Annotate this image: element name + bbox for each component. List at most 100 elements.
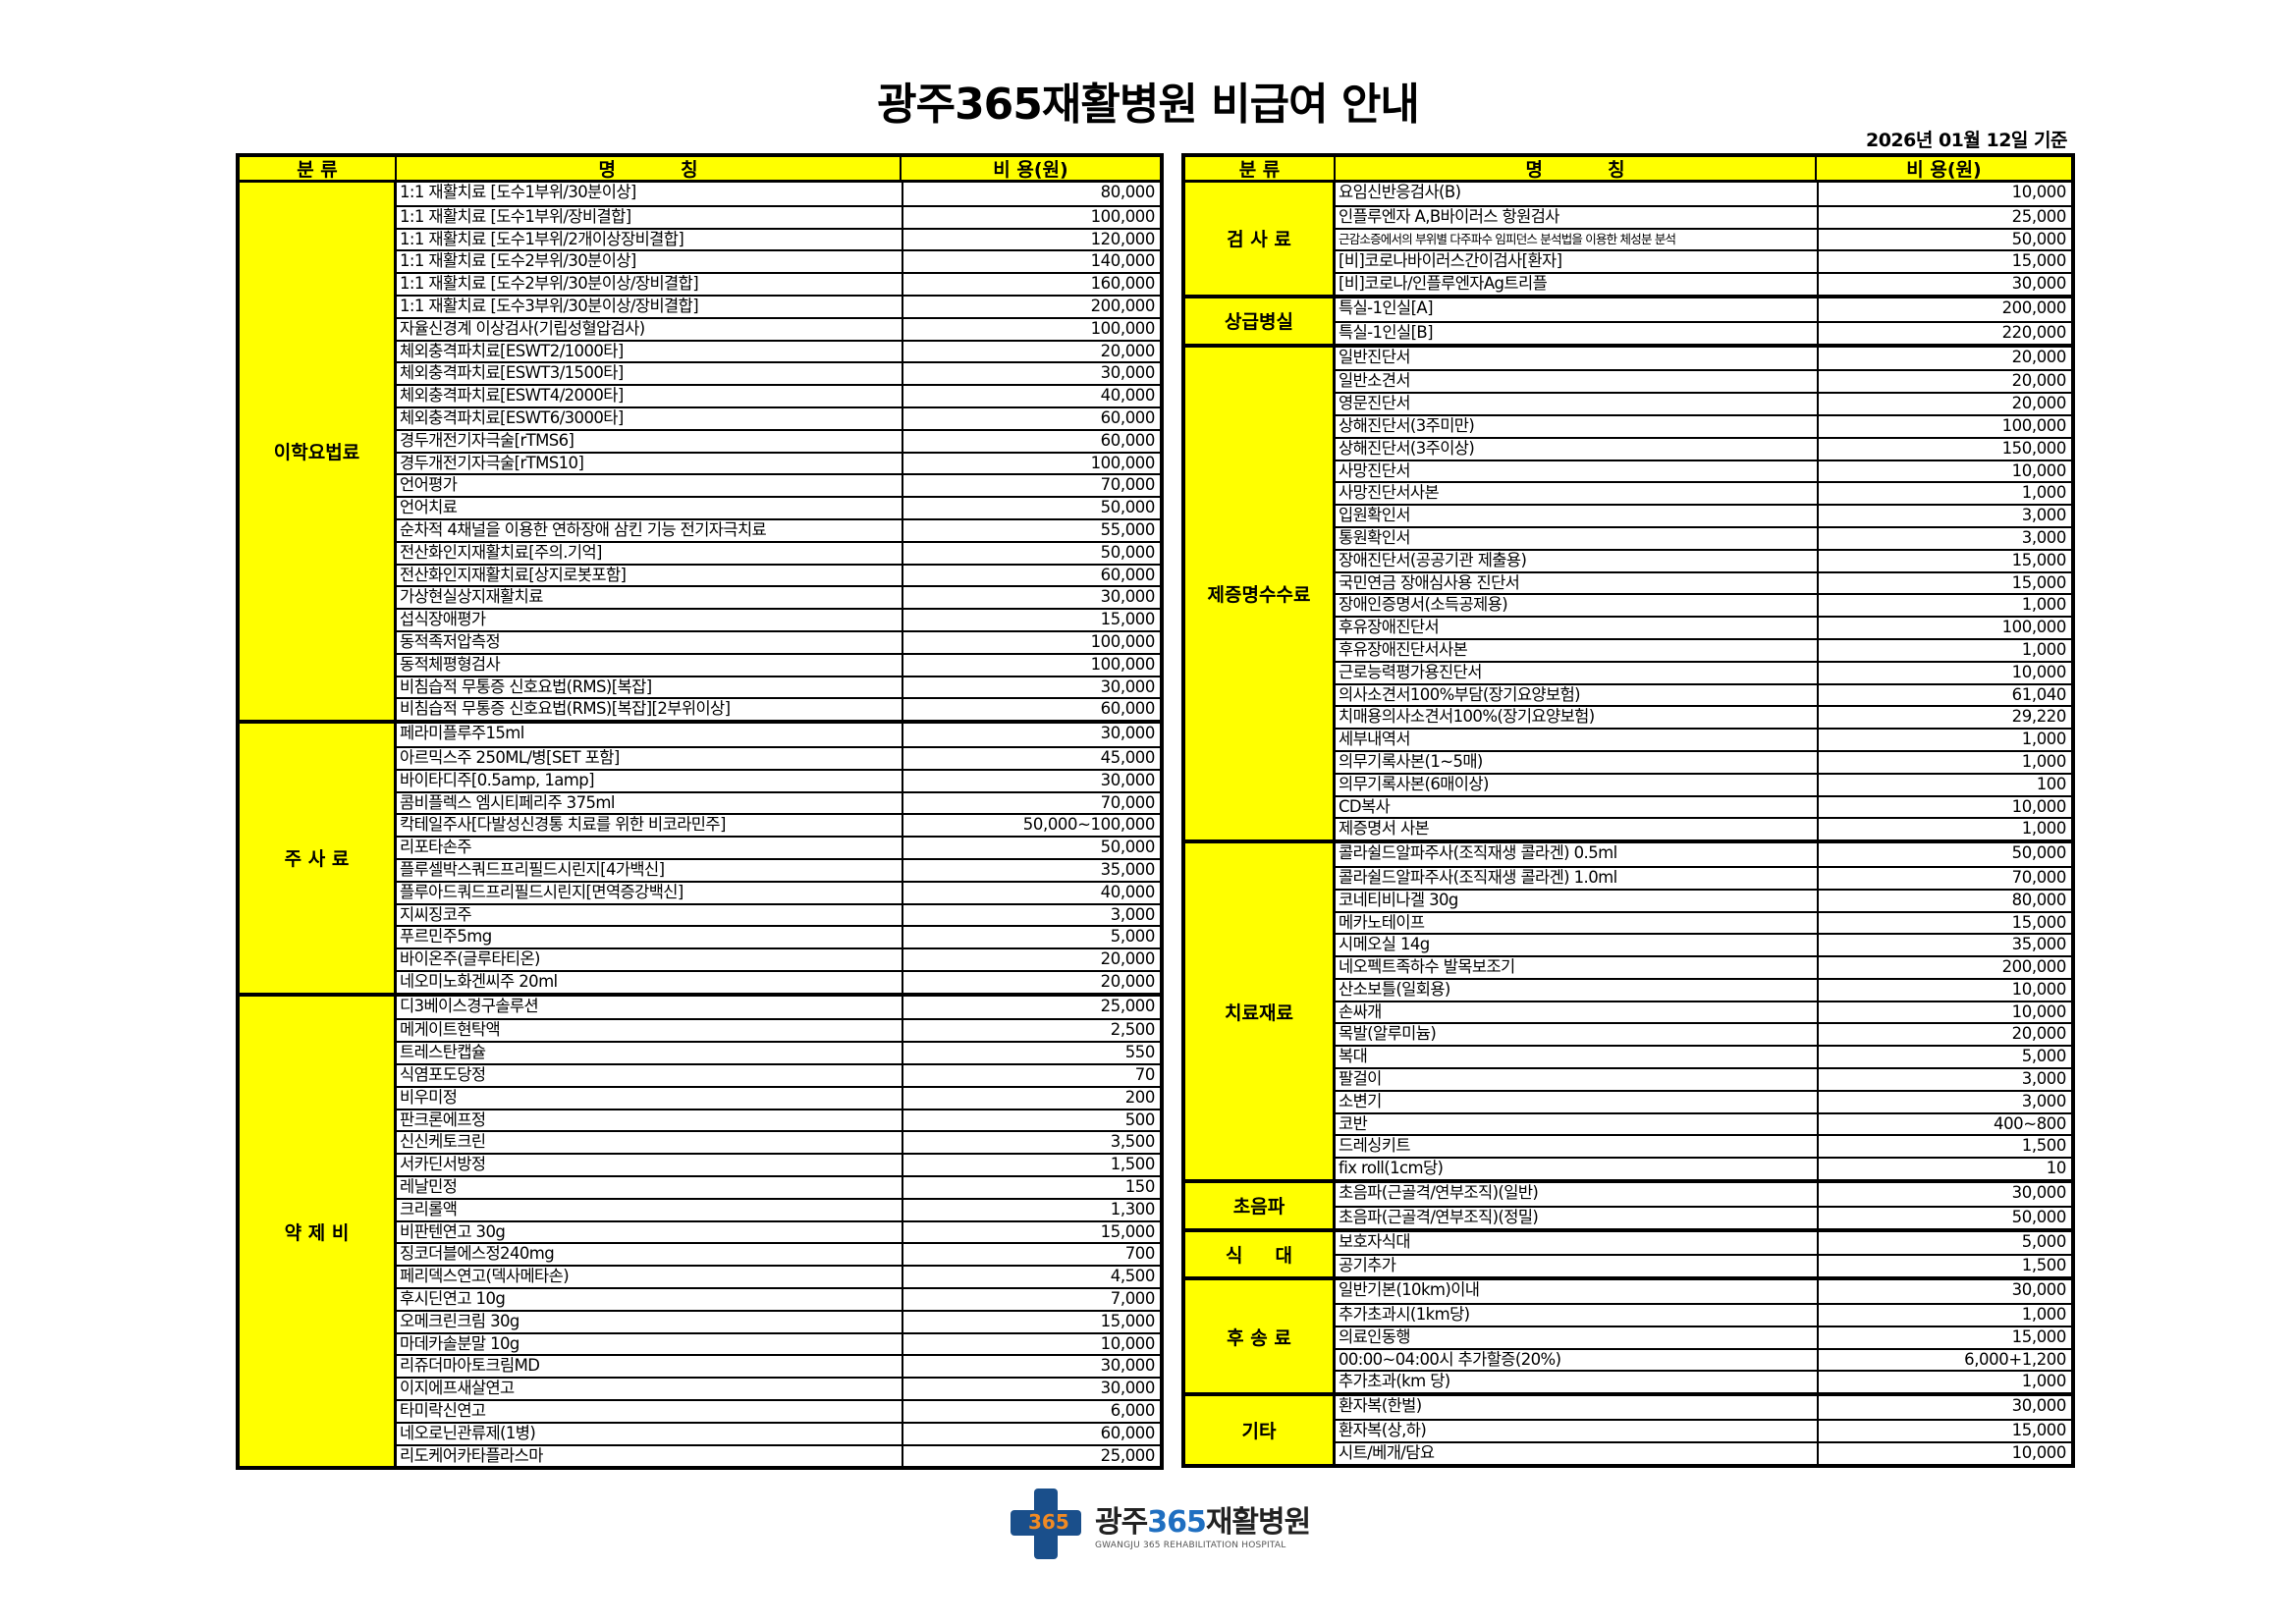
item-price: 30,000 bbox=[902, 363, 1160, 385]
item-name: 네오펙트족하수 발목보조기 bbox=[1339, 957, 1515, 977]
table-row: 크리롤액 1,300 bbox=[397, 1197, 1160, 1220]
item-price: 1,000 bbox=[1817, 483, 2071, 505]
item-price: 60,000 bbox=[902, 699, 1160, 721]
item-name: 1:1 재활치료 [도수1부위/장비결합] bbox=[400, 206, 631, 226]
table-row: 이지에프새살연고 30,000 bbox=[397, 1377, 1160, 1400]
table-row: 시트/베개/담요 10,000 bbox=[1336, 1440, 2071, 1464]
table-row: 요임신반응검사(B) 10,000 bbox=[1336, 183, 2071, 205]
table-row: 근로능력평가용진단서 10,000 bbox=[1336, 660, 2071, 683]
item-price: 200 bbox=[902, 1087, 1160, 1109]
item-name: 네오로닌관류제(1병) bbox=[400, 1423, 536, 1442]
item-price: 10,000 bbox=[1817, 183, 2071, 205]
item-name: 팔걸이 bbox=[1339, 1069, 1382, 1089]
item-price: 50,000 bbox=[1817, 843, 2071, 866]
table-row: 환자복(상,하) 15,000 bbox=[1336, 1419, 2071, 1441]
table-row: 플루셀박스쿼드프리필드시린지[4가백신] 35,000 bbox=[397, 857, 1160, 881]
item-name: 판크론에프정 bbox=[400, 1110, 486, 1129]
item-price: 6,000 bbox=[902, 1401, 1160, 1422]
table-row: 추가초과(km 당) 1,000 bbox=[1336, 1370, 2071, 1393]
category-label: 제증명수수료 bbox=[1185, 347, 1336, 840]
category-label: 초음파 bbox=[1185, 1183, 1336, 1228]
item-name: 일반진단서 bbox=[1339, 347, 1411, 366]
table-row: 섭식장애평가 15,000 bbox=[397, 608, 1160, 630]
item-price: 20,000 bbox=[1817, 371, 2071, 393]
item-name: 징코더블에스정240mg bbox=[400, 1244, 555, 1264]
category-group: 치료재료 콜라쉴드알파주사(조직재생 콜라겐) 0.5ml 50,000 콜라쉴드알파… bbox=[1185, 839, 2071, 1180]
header-category: 분 류 bbox=[240, 157, 397, 181]
category-label: 후 송 료 bbox=[1185, 1280, 1336, 1393]
item-name: 1:1 재활치료 [도수1부위/30분이상] bbox=[400, 183, 636, 201]
category-label: 치료재료 bbox=[1185, 843, 1336, 1180]
item-price: 1,300 bbox=[902, 1199, 1160, 1220]
item-price: 10,000 bbox=[1817, 460, 2071, 482]
category-group: 기타 환자복(한벌) 30,000 환자복(상,하) 15,000 시트/베개/담요 10,… bbox=[1185, 1392, 2071, 1464]
table-row: 1:1 재활치료 [도수1부위/2개이상장비결합] 120,000 bbox=[397, 227, 1160, 250]
table-row: 체외충격파치료[ESWT2/1000타] 20,000 bbox=[397, 339, 1160, 362]
table-row: 메게이트현탁액 2,500 bbox=[397, 1018, 1160, 1042]
item-price: 100 bbox=[1817, 774, 2071, 795]
table-row: 공기추가 1,500 bbox=[1336, 1254, 2071, 1277]
table-row: 의료인동행 15,000 bbox=[1336, 1325, 2071, 1348]
table-row: 체외충격파치료[ESWT6/3000타] 60,000 bbox=[397, 406, 1160, 429]
item-name: 전산화인지재활치료[주의.기억] bbox=[400, 542, 602, 562]
category-group: 식 대 보호자식대 5,000 공기추가 1,500 bbox=[1185, 1227, 2071, 1277]
table-row: 팔걸이 3,000 bbox=[1336, 1067, 2071, 1090]
category-group: 검 사 료 요임신반응검사(B) 10,000 인플루엔자 A,B바이러스 항원검사 2… bbox=[1185, 183, 2071, 295]
table-row: 언어치료 50,000 bbox=[397, 496, 1160, 518]
item-name: 일반소견서 bbox=[1339, 371, 1411, 391]
item-price: 70 bbox=[902, 1065, 1160, 1086]
item-name: 손싸개 bbox=[1339, 1001, 1382, 1021]
item-price: 150,000 bbox=[1817, 438, 2071, 460]
table-row: 환자복(한벌) 30,000 bbox=[1336, 1396, 2071, 1420]
item-name: 섭식장애평가 bbox=[400, 610, 486, 629]
table-row: CD복사 10,000 bbox=[1336, 794, 2071, 818]
item-name: 특실-1인실[B] bbox=[1339, 322, 1434, 342]
item-name: 시메오실 14g bbox=[1339, 935, 1430, 954]
item-name: 트레스탄캡슐 bbox=[400, 1043, 486, 1062]
category-label: 약 제 비 bbox=[240, 996, 397, 1467]
item-price: 30,000 bbox=[902, 770, 1160, 791]
item-name: 언어평가 bbox=[400, 475, 458, 495]
page-title: 광주365재활병원 비급여 안내 bbox=[877, 80, 1420, 130]
item-price: 20,000 bbox=[902, 949, 1160, 970]
item-name: 경두개전기자극술[rTMS10] bbox=[400, 453, 584, 472]
table-row: 동적체평형검사 100,000 bbox=[397, 652, 1160, 676]
item-name: 가상현실상지재활치료 bbox=[400, 587, 543, 607]
item-name: 장애진단서(공공기관 제출용) bbox=[1339, 550, 1527, 569]
item-price: 30,000 bbox=[902, 1379, 1160, 1400]
table-row: 오메크린크림 30g 15,000 bbox=[397, 1309, 1160, 1332]
table-row: 바이타디주[0.5amp, 1amp] 30,000 bbox=[397, 768, 1160, 791]
item-name: 통원확인서 bbox=[1339, 527, 1411, 547]
item-name: 전산화인지재활치료[상지로봇포함] bbox=[400, 565, 627, 584]
item-price: 1,000 bbox=[1817, 595, 2071, 617]
item-name: 메카노테이프 bbox=[1339, 912, 1425, 932]
table-row: 복대 5,000 bbox=[1336, 1045, 2071, 1068]
table-row: 00:00~04:00시 추가할증(20%) 6,000+1,200 bbox=[1336, 1347, 2071, 1371]
item-name: 체외충격파치료[ESWT3/1500타] bbox=[400, 363, 624, 383]
table-row: 1:1 재활치료 [도수3부위/30분이상/장비결합] 200,000 bbox=[397, 294, 1160, 317]
item-price: 100,000 bbox=[1817, 618, 2071, 638]
item-name: 칵테일주사[다발성신경통 치료를 위한 비코라민주] bbox=[400, 815, 726, 835]
table-row: 페라미플루주15ml 30,000 bbox=[397, 724, 1160, 746]
item-price: 55,000 bbox=[902, 519, 1160, 541]
item-price: 100,000 bbox=[1817, 415, 2071, 437]
table-row: 디3베이스경구솔루션 25,000 bbox=[397, 996, 1160, 1019]
item-name: 복대 bbox=[1339, 1047, 1368, 1066]
logo-name-english: GWANGJU 365 REHABILITATION HOSPITAL bbox=[1095, 1541, 1286, 1550]
item-price: 25,000 bbox=[1817, 206, 2071, 228]
item-name: 00:00~04:00시 추가할증(20%) bbox=[1339, 1349, 1561, 1369]
item-name: 의사소견서100%부담(장기요양보험) bbox=[1339, 684, 1581, 704]
table-row: 국민연금 장애심사용 진단서 15,000 bbox=[1336, 570, 2071, 594]
table-row: 후시딘연고 10g 7,000 bbox=[397, 1287, 1160, 1310]
item-price: 400~800 bbox=[1817, 1113, 2071, 1135]
item-price: 200,000 bbox=[1817, 957, 2071, 978]
item-price: 10,000 bbox=[1817, 1442, 2071, 1464]
category-group: 이학요법료 1:1 재활치료 [도수1부위/30분이상] 80,000 1:1 재활치… bbox=[240, 183, 1160, 721]
table-row: 마데카솔분말 10g 10,000 bbox=[397, 1331, 1160, 1355]
item-name: 체외충격파치료[ESWT2/1000타] bbox=[400, 341, 624, 360]
item-name: 메게이트현탁액 bbox=[400, 1020, 501, 1040]
item-name: 제증명서 사본 bbox=[1339, 819, 1430, 839]
item-price: 10 bbox=[1817, 1159, 2071, 1180]
item-price: 15,000 bbox=[902, 1221, 1160, 1243]
item-name: 상해진단서(3주이상) bbox=[1339, 438, 1475, 458]
